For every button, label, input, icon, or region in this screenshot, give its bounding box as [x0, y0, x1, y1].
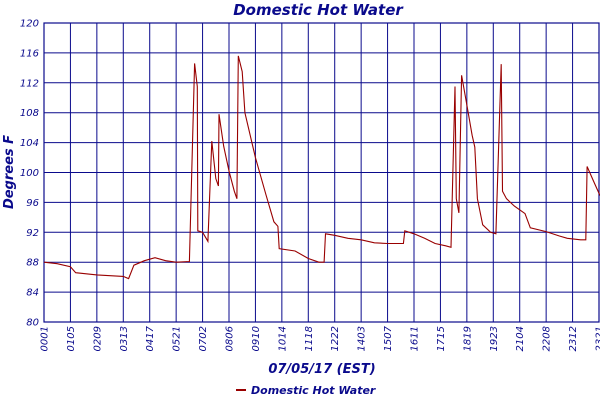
x-tick-label: 2208 [542, 326, 553, 351]
x-tick-label: 0910 [251, 326, 262, 351]
x-tick-label: 0702 [198, 326, 209, 351]
y-tick-label: 96 [26, 198, 39, 209]
x-tick-label: 1611 [410, 326, 421, 351]
x-tick-label: 0521 [172, 326, 183, 351]
x-tick-label: 1819 [462, 326, 473, 351]
y-ticks: 80 84 88 92 96 100 104 108 112 116 120 [20, 19, 39, 329]
x-tick-label: 1014 [277, 326, 288, 351]
y-tick-label: 84 [26, 288, 39, 299]
x-tick-label: 0105 [66, 326, 77, 351]
y-tick-label: 112 [20, 78, 39, 89]
x-tick-label: 0417 [145, 325, 156, 351]
legend-label: Domestic Hot Water [251, 384, 376, 397]
grid [43, 22, 600, 323]
y-tick-label: 88 [26, 258, 39, 269]
x-tick-label: 1507 [383, 325, 394, 351]
x-tick-label: 1403 [357, 326, 368, 351]
y-tick-label: 104 [20, 138, 39, 149]
y-tick-label: 116 [20, 48, 39, 59]
chart-title: Domestic Hot Water [233, 1, 404, 19]
series-line-domestic-hot-water [43, 55, 600, 280]
x-tick-label: 0806 [225, 326, 236, 351]
x-tick-label: 1715 [436, 326, 447, 351]
x-tick-label: 2312 [568, 326, 579, 351]
x-tick-label: 0313 [119, 326, 130, 351]
y-axis-label: Degrees F [2, 135, 17, 209]
x-tick-label: 0001 [40, 326, 51, 351]
x-axis-label: 07/05/17 (EST) [268, 362, 375, 377]
x-tick-label: 1923 [489, 326, 500, 351]
y-tick-label: 100 [20, 168, 39, 179]
x-tick-label: 2104 [515, 326, 526, 351]
y-tick-label: 108 [20, 108, 39, 119]
x-tick-label: 2321 [595, 326, 600, 351]
x-tick-label: 0209 [92, 326, 103, 351]
y-tick-label: 80 [26, 318, 39, 329]
x-ticks: 0001 0105 0209 0313 0417 0521 0702 0806 0910 1014… [40, 325, 600, 351]
y-tick-label: 92 [26, 228, 39, 239]
x-tick-label: 1222 [330, 326, 341, 351]
y-tick-label: 120 [20, 19, 39, 30]
plot-area [43, 22, 600, 323]
x-tick-label: 1118 [304, 326, 315, 351]
